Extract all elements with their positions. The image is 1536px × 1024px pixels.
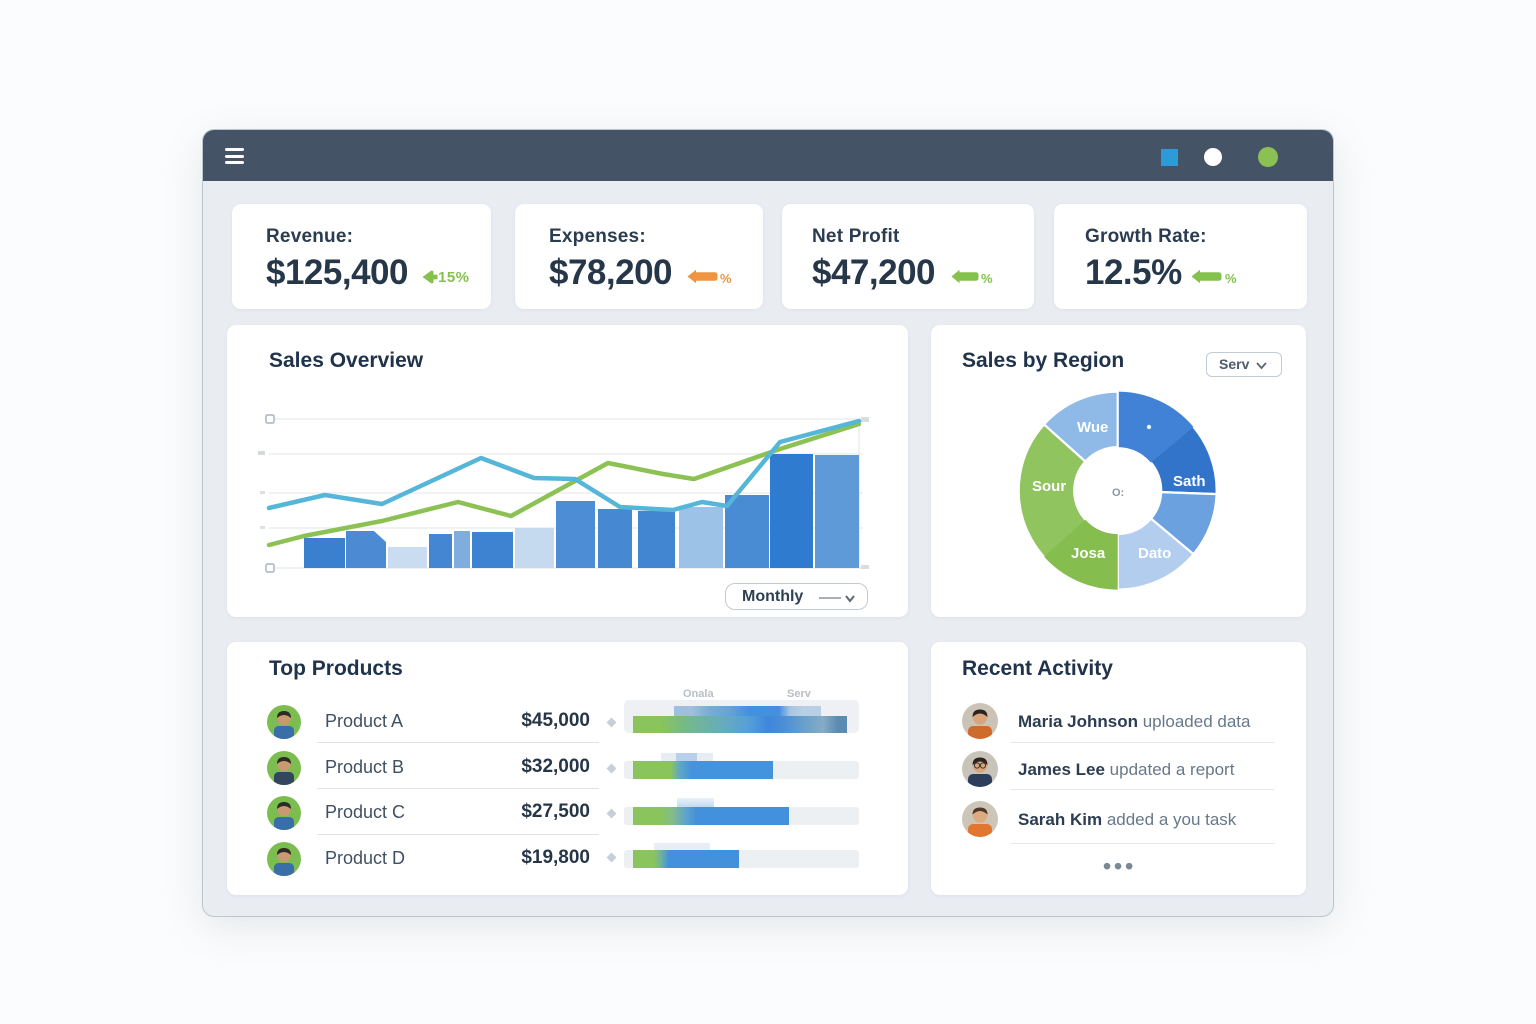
svg-text:Sour: Sour [1032, 478, 1066, 495]
svg-text:O:: O: [1112, 487, 1124, 499]
svg-text:Wue: Wue [1077, 419, 1108, 436]
svg-text:Josa: Josa [1071, 545, 1106, 562]
svg-text:Sath: Sath [1173, 473, 1206, 490]
svg-text:Dato: Dato [1138, 545, 1171, 562]
